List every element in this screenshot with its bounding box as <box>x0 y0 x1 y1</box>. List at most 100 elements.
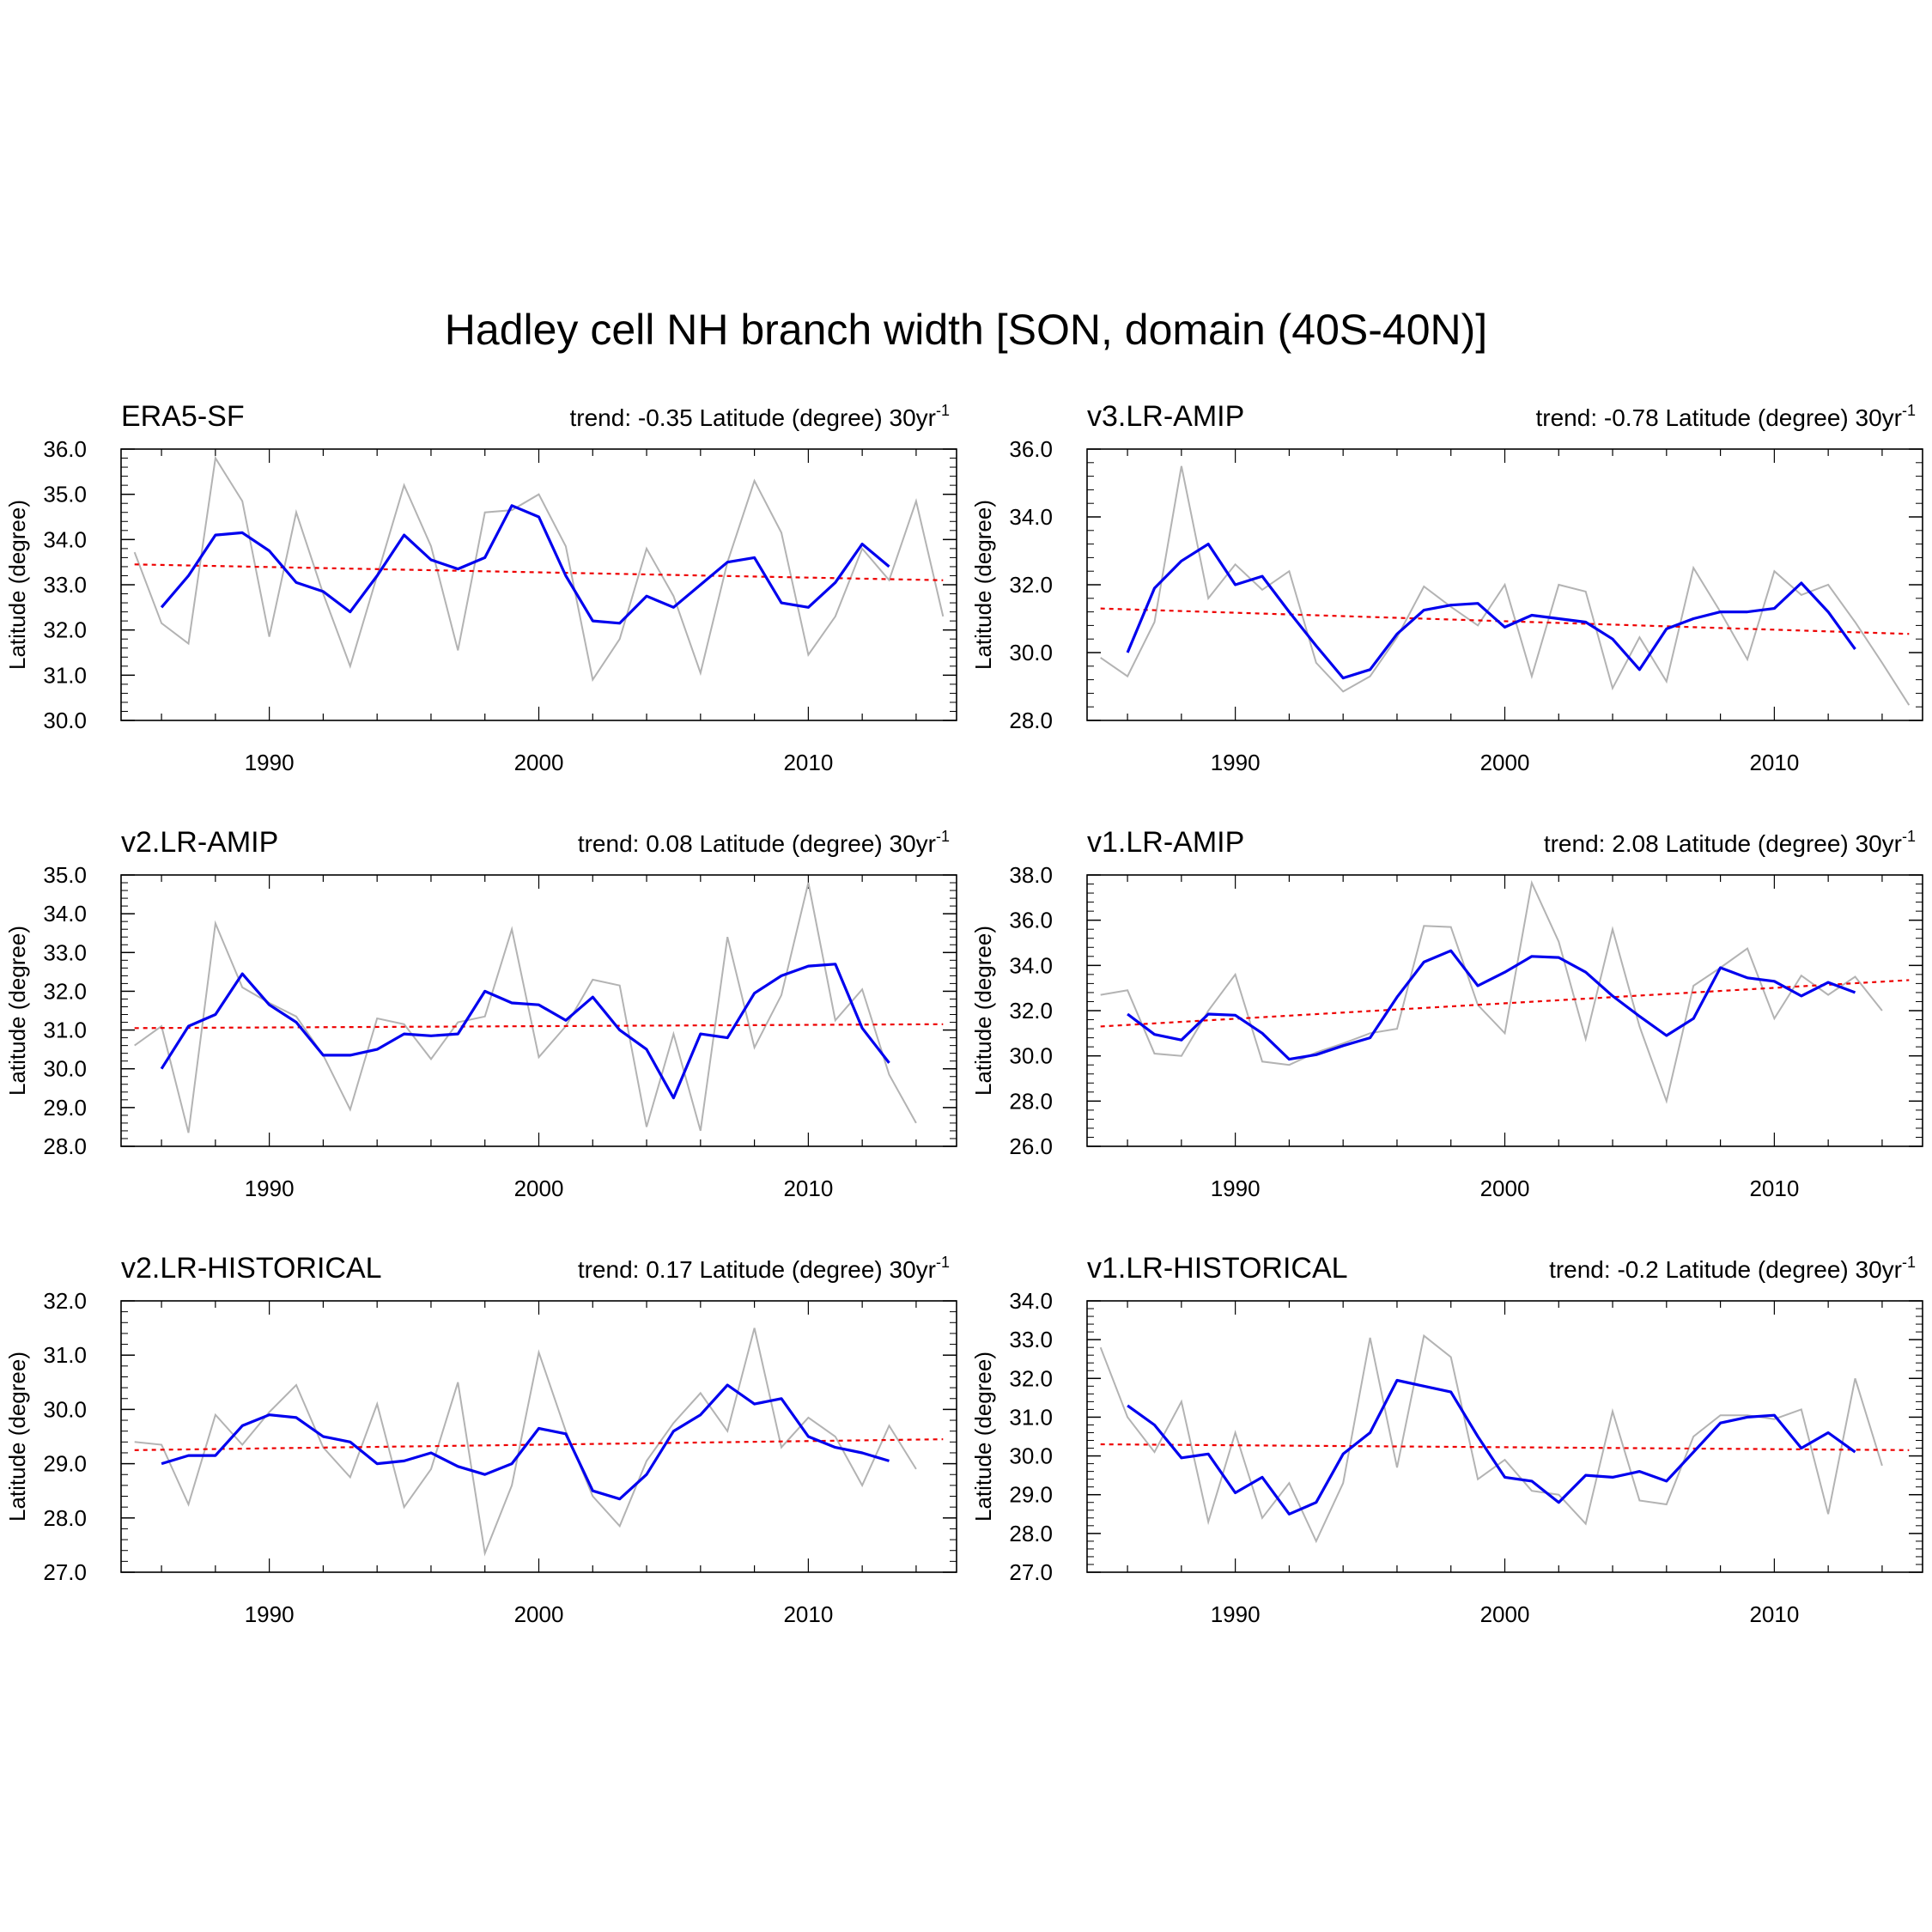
y-tick-label: 32.0 <box>1009 1365 1053 1391</box>
annual-series-line <box>1099 1334 1883 1544</box>
y-tick-label: 28.0 <box>43 1133 87 1159</box>
y-tick-label: 33.0 <box>43 939 87 965</box>
y-tick-label: 27.0 <box>1009 1559 1053 1585</box>
y-tick-label: 30.0 <box>43 1056 87 1082</box>
y-tick-label: 28.0 <box>1009 1088 1053 1114</box>
trend-exponent: -1 <box>936 402 950 419</box>
x-tick-label: 2010 <box>1749 1601 1799 1627</box>
panel-title: v1.LR-HISTORICAL <box>1087 1252 1348 1285</box>
y-axis-label: Latitude (degree) <box>970 926 996 1096</box>
annual-series-line <box>1100 879 1883 1104</box>
trend-label: trend: -0.78 Latitude (degree) 30yr-1 <box>1536 402 1917 431</box>
x-tick-label: 2000 <box>514 750 564 775</box>
y-tick-label: 36.0 <box>1009 908 1053 933</box>
y-tick-label: 26.0 <box>1009 1133 1053 1159</box>
y-axis-label: Latitude (degree) <box>4 926 30 1096</box>
plot-frame <box>120 448 957 721</box>
x-tick-label: 1990 <box>245 1601 295 1627</box>
panel-title: ERA5-SF <box>121 400 245 433</box>
x-tick-label: 2010 <box>783 750 833 775</box>
x-tick-label: 2000 <box>1480 1601 1530 1627</box>
x-tick-label: 1990 <box>1211 750 1261 775</box>
x-tick-label: 1990 <box>245 1176 295 1201</box>
annual-series-line <box>134 882 917 1133</box>
x-tick-label: 2010 <box>783 1601 833 1627</box>
y-tick-label: 35.0 <box>43 862 87 888</box>
y-tick-label: 30.0 <box>1009 1443 1053 1469</box>
y-tick-label: 27.0 <box>43 1559 87 1585</box>
chart-panel-1: ERA5-SF trend: -0.35 Latitude (degree) 30… <box>4 400 957 775</box>
trend-exponent: -1 <box>1902 828 1916 845</box>
trend-exponent: -1 <box>936 1254 950 1271</box>
trend-line <box>134 1023 944 1030</box>
y-tick-label: 31.0 <box>1009 1404 1053 1430</box>
y-tick-label: 34.0 <box>1009 952 1053 978</box>
y-tick-label: 29.0 <box>43 1095 87 1121</box>
plot-frame <box>120 1300 957 1573</box>
y-tick-label: 29.0 <box>43 1451 87 1477</box>
plot-frame <box>1086 1300 1923 1573</box>
y-tick-label: 38.0 <box>1009 862 1053 888</box>
y-tick-label: 28.0 <box>1009 708 1053 733</box>
annual-series-line <box>133 455 945 683</box>
x-tick-label: 2000 <box>514 1601 564 1627</box>
plot-frame <box>120 874 957 1147</box>
y-tick-label: 31.0 <box>43 1342 87 1368</box>
trend-exponent: -1 <box>1902 402 1916 419</box>
chart-panel-2: v3.LR-AMIP trend: -0.78 Latitude (degree)… <box>970 400 1923 775</box>
y-tick-label: 31.0 <box>43 662 87 688</box>
y-tick-label: 33.0 <box>43 572 87 598</box>
trend-line <box>1100 1443 1910 1451</box>
y-tick-label: 34.0 <box>1009 1288 1053 1314</box>
y-tick-label: 32.0 <box>43 617 87 643</box>
smoothed-series-line <box>161 1383 890 1501</box>
trend-label: trend: 2.08 Latitude (degree) 30yr-1 <box>1544 828 1916 857</box>
y-tick-label: 34.0 <box>43 901 87 927</box>
plot-frame <box>1086 874 1923 1147</box>
x-tick-label: 2000 <box>1480 1176 1530 1201</box>
x-tick-label: 1990 <box>245 750 295 775</box>
trend-line <box>134 563 944 581</box>
figure-title: Hadley cell NH branch width [SON, domain… <box>444 306 1488 354</box>
y-tick-label: 36.0 <box>43 436 87 462</box>
x-tick-label: 2010 <box>783 1176 833 1201</box>
x-tick-label: 2010 <box>1749 750 1799 775</box>
x-tick-label: 2000 <box>1480 750 1530 775</box>
panel-title: v3.LR-AMIP <box>1087 400 1244 433</box>
y-tick-label: 30.0 <box>43 1396 87 1422</box>
smoothed-series-line <box>1127 1378 1856 1516</box>
panel-title: v2.LR-HISTORICAL <box>121 1252 382 1285</box>
trend-label: trend: 0.17 Latitude (degree) 30yr-1 <box>578 1254 950 1283</box>
trend-label: trend: -0.2 Latitude (degree) 30yr-1 <box>1549 1254 1916 1283</box>
trend-line <box>1100 607 1910 635</box>
y-axis-label: Latitude (degree) <box>4 500 30 670</box>
panel-title: v1.LR-AMIP <box>1087 826 1244 859</box>
trend-line <box>1100 979 1910 1028</box>
x-tick-label: 2000 <box>514 1176 564 1201</box>
y-tick-label: 28.0 <box>43 1505 87 1531</box>
chart-panel-6: v1.LR-HISTORICAL trend: -0.2 Latitude (de… <box>970 1252 1923 1627</box>
plot-frame <box>1086 448 1923 721</box>
x-tick-label: 2010 <box>1749 1176 1799 1201</box>
trend-label: trend: -0.35 Latitude (degree) 30yr-1 <box>570 402 951 431</box>
y-tick-label: 30.0 <box>43 708 87 733</box>
y-tick-label: 30.0 <box>1009 640 1053 665</box>
y-tick-label: 34.0 <box>1009 504 1053 530</box>
y-tick-label: 35.0 <box>43 482 87 507</box>
trend-label: trend: 0.08 Latitude (degree) 30yr-1 <box>578 828 950 857</box>
y-tick-label: 32.0 <box>43 978 87 1004</box>
smoothed-series-line <box>160 504 890 625</box>
x-tick-label: 1990 <box>1211 1601 1261 1627</box>
y-axis-label: Latitude (degree) <box>970 500 996 670</box>
trend-exponent: -1 <box>936 828 950 845</box>
y-tick-label: 30.0 <box>1009 1043 1053 1069</box>
smoothed-series-line <box>1127 949 1856 1061</box>
y-tick-label: 32.0 <box>1009 998 1053 1024</box>
x-tick-label: 1990 <box>1211 1176 1261 1201</box>
chart-panel-5: v2.LR-HISTORICAL trend: 0.17 Latitude (de… <box>4 1252 957 1627</box>
y-tick-label: 32.0 <box>43 1288 87 1314</box>
y-axis-label: Latitude (degree) <box>4 1352 30 1522</box>
panel-title: v2.LR-AMIP <box>121 826 278 859</box>
trend-line <box>134 1438 944 1451</box>
y-tick-label: 36.0 <box>1009 436 1053 462</box>
